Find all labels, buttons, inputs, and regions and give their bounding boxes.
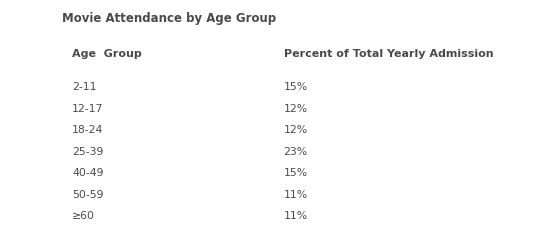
Text: 23%: 23% (284, 147, 308, 157)
Text: 12-17: 12-17 (72, 104, 104, 114)
Text: 25-39: 25-39 (72, 147, 104, 157)
Text: Movie Attendance by Age Group: Movie Attendance by Age Group (62, 12, 276, 25)
Text: 2-11: 2-11 (72, 82, 97, 92)
Text: Percent of Total Yearly Admission: Percent of Total Yearly Admission (284, 49, 493, 59)
Text: Age  Group: Age Group (72, 49, 142, 59)
Text: ≥60: ≥60 (72, 211, 95, 221)
Text: 15%: 15% (284, 82, 308, 92)
Text: 11%: 11% (284, 211, 308, 221)
Text: 50-59: 50-59 (72, 190, 104, 200)
Text: 12%: 12% (284, 104, 308, 114)
Text: 11%: 11% (284, 190, 308, 200)
Text: 18-24: 18-24 (72, 125, 104, 135)
Text: 12%: 12% (284, 125, 308, 135)
Text: 40-49: 40-49 (72, 168, 104, 178)
Text: 15%: 15% (284, 168, 308, 178)
